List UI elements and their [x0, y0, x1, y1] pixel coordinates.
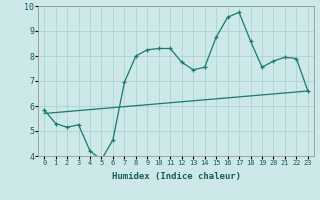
X-axis label: Humidex (Indice chaleur): Humidex (Indice chaleur) — [111, 172, 241, 181]
